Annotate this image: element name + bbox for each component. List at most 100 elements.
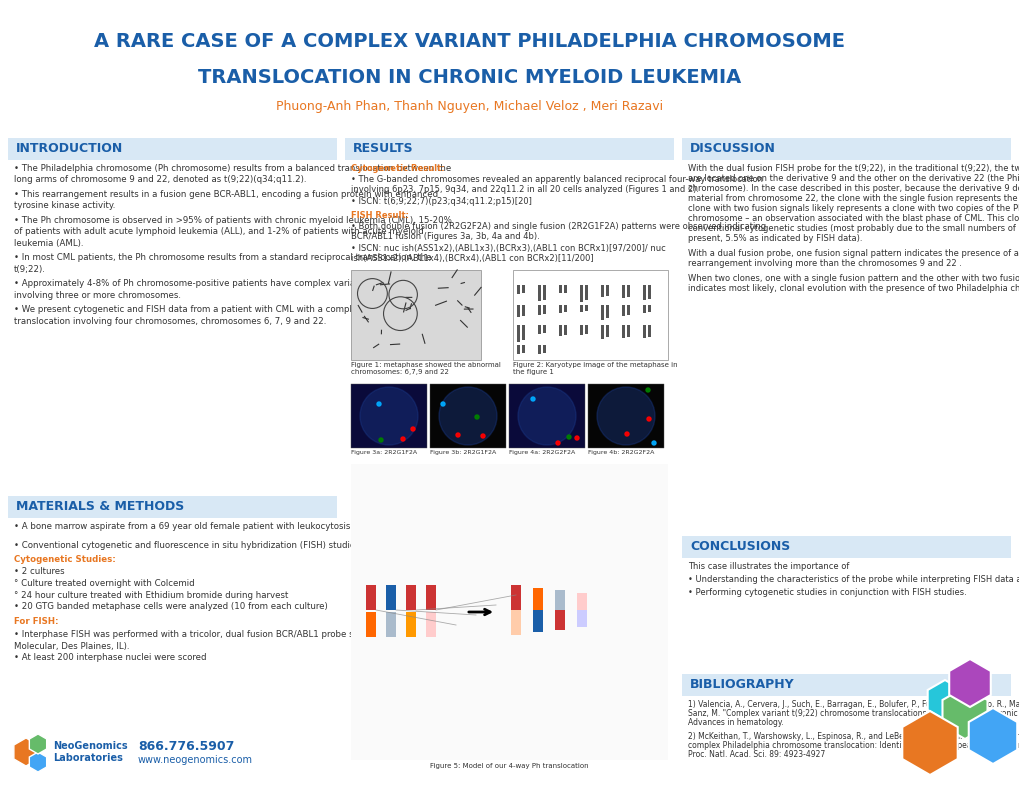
Text: tyrosine kinase activity.: tyrosine kinase activity. <box>14 202 115 210</box>
Text: • Conventional cytogenetic and fluorescence in situ hybridization (FISH) studies: • Conventional cytogenetic and fluoresce… <box>14 541 434 549</box>
Circle shape <box>531 397 535 401</box>
Circle shape <box>596 387 654 445</box>
Text: This case illustrates the importance of: This case illustrates the importance of <box>688 562 849 571</box>
FancyBboxPatch shape <box>622 285 625 299</box>
Text: INTRODUCTION: INTRODUCTION <box>16 143 123 155</box>
Text: present, 5.5% as indicated by FISH data).: present, 5.5% as indicated by FISH data)… <box>688 234 862 243</box>
FancyBboxPatch shape <box>587 384 663 448</box>
Circle shape <box>651 441 655 445</box>
Text: • Both double fusion (2R2G2F2A) and single fusion (2R2G1F2A) patterns were obser: • Both double fusion (2R2G2F2A) and sing… <box>351 222 765 231</box>
Circle shape <box>575 436 579 440</box>
Text: Advances in hematology.: Advances in hematology. <box>688 718 783 727</box>
FancyBboxPatch shape <box>517 325 520 341</box>
FancyBboxPatch shape <box>8 138 336 160</box>
FancyBboxPatch shape <box>622 305 625 316</box>
FancyBboxPatch shape <box>627 325 630 336</box>
Text: • 20 GTG banded metaphase cells were analyzed (10 from each culture): • 20 GTG banded metaphase cells were ana… <box>14 602 327 611</box>
Text: involving three or more chromosomes.: involving three or more chromosomes. <box>14 291 180 300</box>
Text: of patients with adult acute lymphoid leukemia (ALL), and 1-2% of patients with : of patients with adult acute lymphoid le… <box>14 228 423 236</box>
Text: Figure 3a: 2R2G1F2A: Figure 3a: 2R2G1F2A <box>351 450 417 455</box>
FancyBboxPatch shape <box>366 612 376 637</box>
Circle shape <box>475 415 479 419</box>
FancyBboxPatch shape <box>517 305 520 318</box>
Text: Figure 1: metaphase showed the abnormal
chromosomes: 6,7,9 and 22: Figure 1: metaphase showed the abnormal … <box>351 362 500 375</box>
FancyBboxPatch shape <box>351 270 481 360</box>
Text: DISCUSSION: DISCUSSION <box>689 143 775 155</box>
FancyBboxPatch shape <box>537 345 540 355</box>
Circle shape <box>411 427 415 431</box>
FancyBboxPatch shape <box>537 305 540 314</box>
Text: • This rearrangement results in a fusion gene BCR-ABL1, encoding a fusion protei: • This rearrangement results in a fusion… <box>14 190 438 199</box>
FancyBboxPatch shape <box>647 285 650 299</box>
Text: • We present cytogenetic and FISH data from a patient with CML with a complex va: • We present cytogenetic and FISH data f… <box>14 306 395 314</box>
Text: BIBLIOGRAPHY: BIBLIOGRAPHY <box>689 678 794 692</box>
Text: rearrangement involving more than the chromosomes 9 and 22 .: rearrangement involving more than the ch… <box>688 259 961 268</box>
FancyBboxPatch shape <box>537 285 540 302</box>
FancyBboxPatch shape <box>430 384 505 448</box>
Text: • ISCN: t(6;9;22;7)(p23;q34;q11.2;p15)[20]: • ISCN: t(6;9;22;7)(p23;q34;q11.2;p15)[2… <box>351 197 531 206</box>
Text: • A bone marrow aspirate from a 69 year old female patient with leukocytosis: • A bone marrow aspirate from a 69 year … <box>14 522 351 531</box>
Circle shape <box>625 432 629 436</box>
Text: chromosome – an observation associated with the blast phase of CML. This clone w: chromosome – an observation associated w… <box>688 214 1019 223</box>
FancyBboxPatch shape <box>585 305 587 311</box>
Text: • Performing cytogenetic studies in conjunction with FISH studies.: • Performing cytogenetic studies in conj… <box>688 588 966 597</box>
Text: Molecular, Des Plaines, IL).: Molecular, Des Plaines, IL). <box>14 641 129 651</box>
FancyBboxPatch shape <box>642 325 645 338</box>
Text: Figure 5: Model of our 4-way Ph translocation: Figure 5: Model of our 4-way Ph transloc… <box>429 763 588 769</box>
Text: • The G-banded chromosomes revealed an apparently balanced reciprocal four-way t: • The G-banded chromosomes revealed an a… <box>351 175 762 184</box>
Text: • Interphase FISH was performed with a tricolor, dual fusion BCR/ABL1 probe set : • Interphase FISH was performed with a t… <box>14 630 397 639</box>
FancyBboxPatch shape <box>600 325 603 339</box>
Text: Figure 4b: 2R2G2F2A: Figure 4b: 2R2G2F2A <box>587 450 654 455</box>
Text: ish(ASS1x2),(ABL1x4),(BCRx4),(ABL1 con BCRx2)[11/200]: ish(ASS1x2),(ABL1x4),(BCRx4),(ABL1 con B… <box>351 254 593 263</box>
Text: complex Philadelphia chromosome translocation: Identification of a repeated regi: complex Philadelphia chromosome transloc… <box>688 741 1019 750</box>
FancyBboxPatch shape <box>580 285 583 302</box>
Text: CONCLUSIONS: CONCLUSIONS <box>689 541 790 553</box>
FancyBboxPatch shape <box>585 285 587 300</box>
Text: For FISH:: For FISH: <box>14 618 58 626</box>
FancyBboxPatch shape <box>627 285 630 297</box>
FancyBboxPatch shape <box>558 305 561 314</box>
Text: Figure 4a: 2R2G2F2A: Figure 4a: 2R2G2F2A <box>508 450 575 455</box>
FancyBboxPatch shape <box>511 585 521 610</box>
FancyBboxPatch shape <box>600 305 603 320</box>
Text: With a dual fusion probe, one fusion signal pattern indicates the presence of a : With a dual fusion probe, one fusion sig… <box>688 249 1019 258</box>
Text: ° Culture treated overnight with Colcemid: ° Culture treated overnight with Colcemi… <box>14 579 195 588</box>
FancyBboxPatch shape <box>513 270 667 360</box>
Text: When two clones, one with a single fusion pattern and the other with two fusion : When two clones, one with a single fusio… <box>688 274 1019 283</box>
Text: MATERIALS & METHODS: MATERIALS & METHODS <box>16 500 184 514</box>
Text: A RARE CASE OF A COMPLEX VARIANT PHILADELPHIA CHROMOSOME: A RARE CASE OF A COMPLEX VARIANT PHILADE… <box>94 32 844 51</box>
FancyBboxPatch shape <box>605 325 608 337</box>
Text: • The Philadelphia chromosome (Ph chromosome) results from a balanced translocat: • The Philadelphia chromosome (Ph chromo… <box>14 164 450 173</box>
Circle shape <box>379 438 382 442</box>
FancyBboxPatch shape <box>542 325 545 333</box>
Circle shape <box>645 388 649 392</box>
Circle shape <box>360 387 418 445</box>
Text: Proc. Natl. Acad. Sci. 89: 4923-4927: Proc. Natl. Acad. Sci. 89: 4923-4927 <box>688 750 824 759</box>
Text: ° 24 hour culture treated with Ethidium bromide during harvest: ° 24 hour culture treated with Ethidium … <box>14 590 288 600</box>
Text: are located one on the derivative 9 and the other on the derivative 22 (the Phil: are located one on the derivative 9 and … <box>688 174 1019 183</box>
Text: With the dual fusion FISH probe for the t(9;22), in the traditional t(9;22), the: With the dual fusion FISH probe for the … <box>688 164 1019 173</box>
FancyBboxPatch shape <box>577 593 586 610</box>
FancyBboxPatch shape <box>426 585 435 610</box>
FancyBboxPatch shape <box>605 285 608 296</box>
Text: • In most CML patients, the Ph chromosome results from a standard reciprocal tra: • In most CML patients, the Ph chromosom… <box>14 254 431 262</box>
Circle shape <box>440 402 444 406</box>
Circle shape <box>455 433 460 437</box>
Text: • Approximately 4-8% of Ph chromosome-positive patients have complex variant tra: • Approximately 4-8% of Ph chromosome-po… <box>14 280 427 288</box>
FancyBboxPatch shape <box>351 384 427 448</box>
Text: Cytogenetic Studies:: Cytogenetic Studies: <box>14 555 115 564</box>
Text: t(9;22).: t(9;22). <box>14 265 46 274</box>
FancyBboxPatch shape <box>542 285 545 299</box>
Text: Figure 3b: 2R2G1F2A: Figure 3b: 2R2G1F2A <box>430 450 496 455</box>
Text: leukemia (AML).: leukemia (AML). <box>14 239 84 248</box>
FancyBboxPatch shape <box>511 610 521 635</box>
FancyBboxPatch shape <box>682 536 1010 558</box>
Text: BCR/ABL1 fusion (Figures 3a, 3b, 4a and 4b).: BCR/ABL1 fusion (Figures 3a, 3b, 4a and … <box>351 232 539 241</box>
FancyBboxPatch shape <box>600 285 603 297</box>
Circle shape <box>646 417 650 421</box>
Circle shape <box>400 437 405 441</box>
FancyBboxPatch shape <box>366 585 376 610</box>
FancyBboxPatch shape <box>627 305 630 315</box>
FancyBboxPatch shape <box>554 590 565 610</box>
Text: Laboratories: Laboratories <box>53 753 122 763</box>
